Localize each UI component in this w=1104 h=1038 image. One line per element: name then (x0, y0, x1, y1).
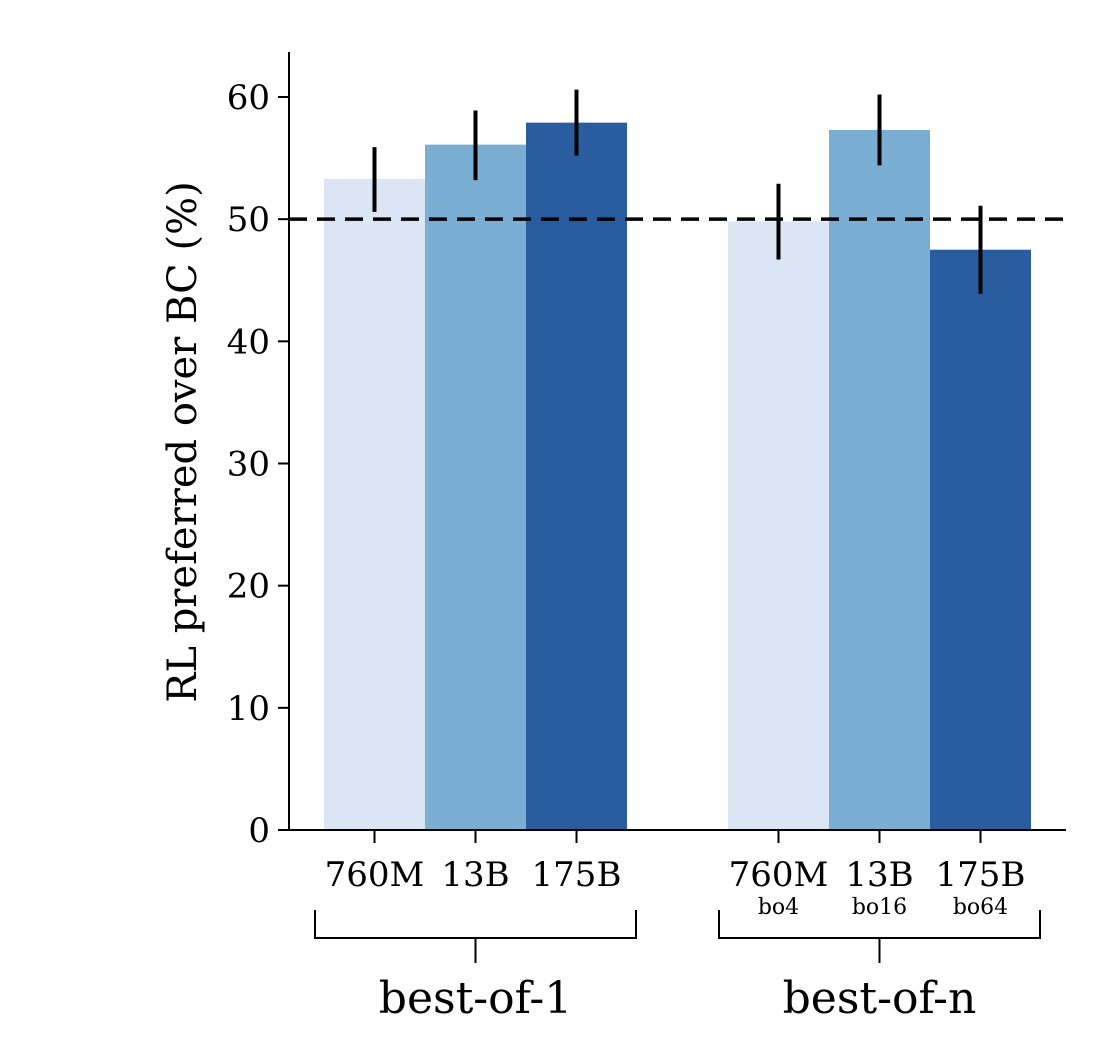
bar-best-of-n-175B (930, 249, 1031, 831)
group-label: best-of-n (783, 973, 977, 1024)
x-tick-sublabel: bo64 (953, 895, 1008, 920)
bar-best-of-n-760M (728, 221, 829, 831)
y-axis-label: RL preferred over BC (%) (160, 181, 206, 702)
y-tick-label: 60 (227, 78, 270, 118)
x-tick-label: 175B (936, 855, 1026, 895)
y-tick-label: 10 (227, 689, 270, 729)
y-tick-label: 40 (227, 322, 270, 362)
x-tick-sublabel: bo16 (852, 895, 907, 920)
y-tick-label: 0 (248, 811, 270, 851)
y-tick-label: 20 (227, 567, 270, 607)
y-tick-label: 30 (227, 445, 270, 485)
y-tick-label: 50 (227, 200, 270, 240)
x-tick-label: 175B (532, 855, 622, 895)
x-tick-label: 13B (441, 855, 509, 895)
group-label: best-of-1 (379, 973, 572, 1024)
bar-best-of-1-13B (425, 144, 526, 830)
bar-best-of-1-175B (526, 122, 627, 830)
x-tick-label: 760M (729, 855, 829, 895)
x-tick-label: 760M (325, 855, 425, 895)
group-bracket-best-of-n (718, 910, 1041, 963)
x-tick-label: 13B (845, 855, 913, 895)
bar-best-of-1-760M (324, 178, 425, 830)
group-bracket-best-of-1 (314, 910, 637, 963)
x-tick-sublabel: bo4 (758, 895, 799, 920)
bar-best-of-n-13B (829, 129, 930, 831)
